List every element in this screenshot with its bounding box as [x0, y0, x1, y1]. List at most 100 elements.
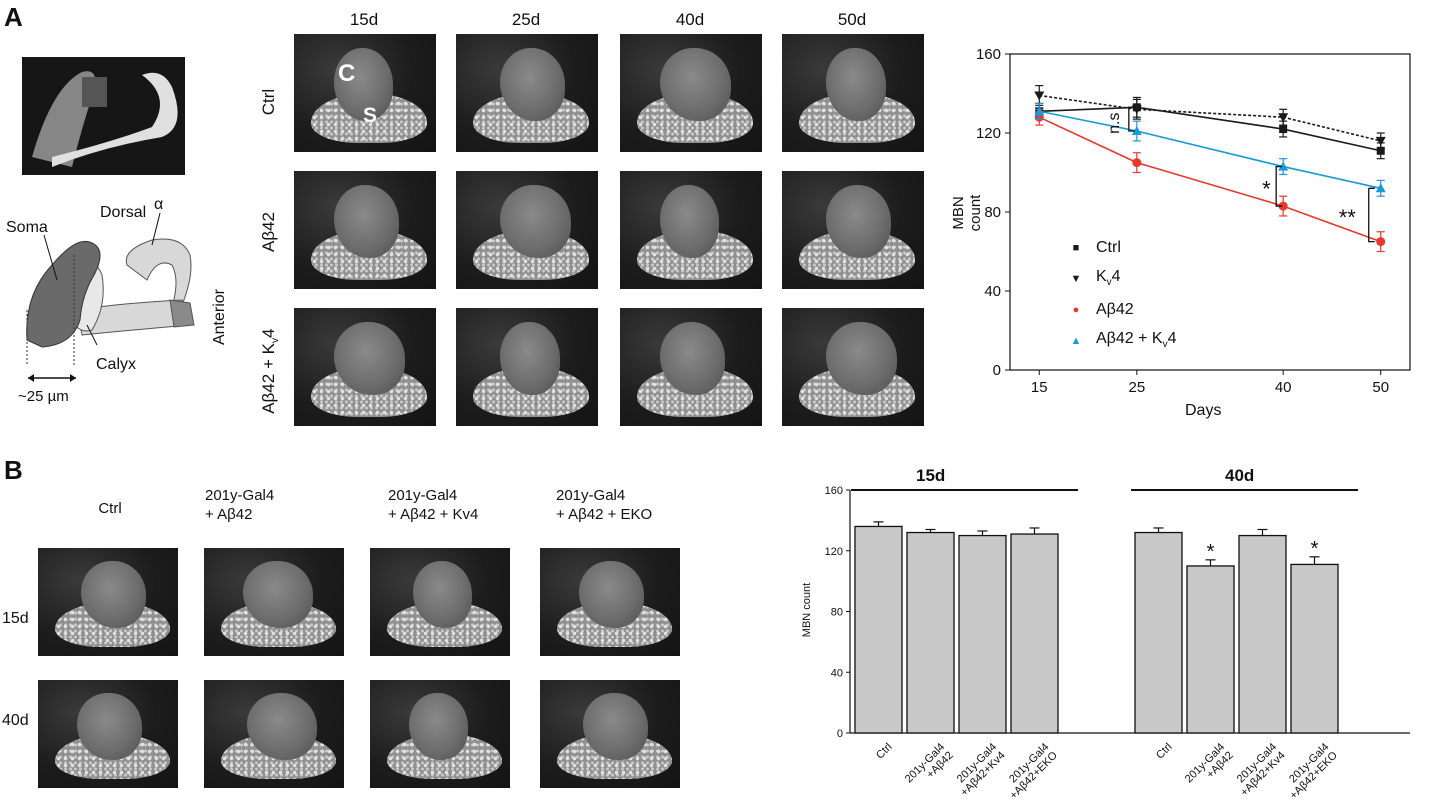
legend-marker: ■: [1072, 241, 1080, 254]
point-3-3: [1375, 183, 1386, 193]
micrograph-a-r1-c0: [294, 171, 436, 289]
legend-label: Aβ42 + Kv4: [1096, 330, 1177, 351]
col-label-25d: 25d: [511, 10, 541, 29]
ytick-label: 120: [976, 125, 1001, 142]
xtick-label: 50: [1372, 379, 1389, 396]
calyx-letter-c: C: [338, 60, 356, 87]
sig-bracket-2: [1368, 187, 1375, 243]
bar-1-1: [1186, 565, 1235, 734]
col-label-15d: 15d: [349, 10, 379, 29]
bar-0-0: [854, 525, 903, 734]
micrograph-b-r1-c1: [204, 680, 344, 788]
ytick-label: 160: [976, 46, 1001, 63]
xtick-label: 15: [1031, 379, 1048, 396]
diagram-label-anterior: Anterior: [211, 288, 228, 346]
row-label-abeta42-kv4: Aβ42 + Kv4: [258, 328, 282, 414]
micrograph-b-r0-c0: [38, 548, 178, 656]
micrograph-a-r2-c0: [294, 308, 436, 426]
bar-group-label-15d: 15d: [916, 466, 946, 485]
micrograph-a-r2-c3: [782, 308, 924, 426]
bar-1-3: [1290, 563, 1339, 734]
legend-label: Kv4: [1096, 268, 1121, 289]
bar-1-2: [1238, 534, 1287, 734]
micrograph-a-r1-c1: [456, 171, 598, 289]
ytick-label: 80: [984, 204, 1001, 221]
xtick-label: 40: [1275, 379, 1292, 396]
diagram-label-alpha: α: [154, 196, 164, 213]
series-line-3: [1039, 110, 1381, 190]
series-line-1: [1039, 94, 1381, 142]
scale-arrow: [28, 374, 76, 382]
soma-letter-s: S: [363, 104, 378, 127]
micrograph-b-r1-c0: [38, 680, 178, 788]
legend-item-2: ● Aβ42: [1070, 294, 1176, 325]
panel-letter-b: B: [4, 455, 23, 485]
col-label-50d: 50d: [837, 10, 867, 29]
bar-group-label-40d: 40d: [1225, 466, 1255, 485]
micrograph-a-r0-c1: [456, 34, 598, 152]
mb-schematic-diagram: [26, 212, 195, 365]
point-3-0: [1034, 106, 1045, 116]
point-1-3: [1375, 136, 1386, 146]
b-row-label-15d: 15d: [2, 610, 29, 627]
legend-item-1: ▼ Kv4: [1070, 263, 1176, 294]
line-chart-xlabel: Days: [1185, 402, 1222, 419]
point-1-2: [1278, 113, 1289, 123]
legend-marker: ▼: [1070, 272, 1082, 285]
bar-ytick-label: 120: [825, 546, 843, 558]
sig-star-1: *: [1262, 176, 1271, 201]
line-chart-ylabel: MBN count: [950, 194, 984, 232]
b-col-label-ctrl: Ctrl: [98, 500, 122, 517]
point-2-1: [1132, 158, 1142, 168]
diagram-label-soma: Soma: [6, 219, 48, 236]
point-3-1: [1131, 126, 1142, 136]
micrograph-a-r0-c0: [294, 34, 436, 152]
micrograph-a-r2-c2: [620, 308, 762, 426]
bar-1-0: [1134, 531, 1183, 734]
legend-marker: ●: [1072, 303, 1080, 316]
line-chart-legend: ■ Ctrl ▼ Kv4 ● Aβ42 ▲ Aβ42 + Kv4: [1070, 232, 1177, 356]
micrograph-a-r2-c1: [456, 308, 598, 426]
mb-overview-image: [22, 57, 185, 175]
micrograph-b-r0-c2: [370, 548, 510, 656]
b-col-label-eko: 201y-Gal4 + Aβ42 + EKO: [556, 487, 653, 523]
bar-sig-star: *: [1207, 541, 1215, 563]
diagram-label-dorsal: Dorsal: [100, 204, 147, 221]
legend-item-0: ■ Ctrl: [1070, 232, 1176, 263]
bar-chart: 0 40 80 120 160 * *: [825, 485, 1410, 740]
legend-label: Ctrl: [1096, 238, 1121, 256]
legend-label: Aβ42: [1096, 300, 1134, 318]
row-label-abeta42: Aβ42: [259, 211, 278, 253]
series-line-0: [1039, 106, 1381, 152]
series-line-2: [1038, 116, 1382, 243]
legend-item-3: ▲ Aβ42 + Kv4: [1070, 325, 1177, 356]
point-3-2: [1278, 161, 1289, 171]
bar-0-2: [958, 534, 1007, 734]
point-2-3: [1376, 237, 1386, 247]
row-label-ctrl: Ctrl: [259, 88, 278, 116]
sig-bracket-ns: [1128, 106, 1135, 132]
ytick-label: 0: [993, 362, 1001, 379]
point-1-0: [1034, 91, 1045, 101]
xtick-label: 25: [1128, 379, 1145, 396]
bar-chart-ylabel: MBN count: [801, 582, 813, 638]
mb-overview-svg: [22, 57, 185, 175]
bar-ytick-label: 40: [831, 667, 843, 679]
micrograph-b-r0-c1: [204, 548, 344, 656]
b-col-label-kv4: 201y-Gal4 + Aβ42 + Kv4: [388, 487, 479, 523]
micrograph-a-r1-c3: [782, 171, 924, 289]
b-row-label-40d: 40d: [2, 712, 29, 729]
legend-marker: ▲: [1070, 334, 1082, 347]
point-0-3: [1376, 146, 1385, 155]
diagram-label-calyx: Calyx: [96, 356, 137, 373]
col-label-40d: 40d: [675, 10, 705, 29]
diagram-label-scale: ~25 µm: [18, 388, 69, 405]
bar-ytick-label: 160: [825, 485, 843, 497]
bar-0-1: [906, 531, 955, 734]
sig-bracket-1: [1275, 165, 1283, 207]
point-2-2: [1278, 201, 1288, 211]
sig-star-2: **: [1339, 205, 1357, 230]
point-0-2: [1279, 125, 1288, 134]
bar-ytick-label: 0: [837, 728, 843, 740]
